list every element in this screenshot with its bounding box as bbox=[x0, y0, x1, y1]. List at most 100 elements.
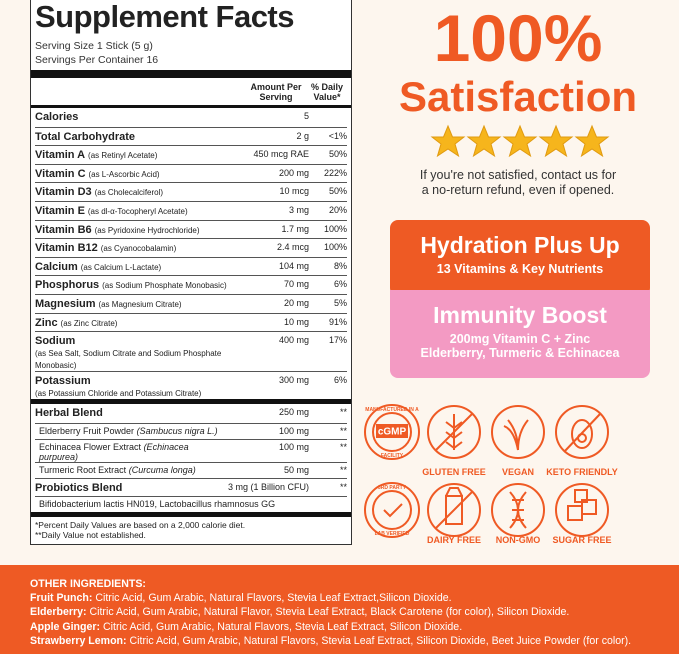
ingredient-text: Citric Acid, Gum Arabic, Natural Flavors… bbox=[103, 620, 463, 633]
nutrient-amount: 3 mg bbox=[288, 204, 309, 215]
rule bbox=[31, 399, 351, 405]
badge-label: DAIRY FREE bbox=[427, 535, 481, 545]
nutrient-name-cell: Vitamin B12 (as Cyanocobalamin) bbox=[35, 242, 229, 254]
nutrient-name: Vitamin A bbox=[35, 149, 86, 162]
ingredient-text: Citric Acid, Gum Arabic, Natural Flavor,… bbox=[89, 606, 570, 619]
nutrient-name-cell: Calcium (as Calcium L-Lactate) bbox=[35, 261, 229, 273]
blend-name: Probiotics Blend bbox=[35, 481, 123, 494]
nutrient-row: Sodium (as Sea Salt, Sodium Citrate and S… bbox=[35, 331, 347, 371]
blend-rows: Herbal Blend 250 mg ** Elderberry Fruit Pow… bbox=[35, 404, 347, 512]
nutrient-dv: 91% bbox=[328, 316, 347, 327]
nutrient-dv: <1% bbox=[328, 130, 347, 141]
nutrient-name: Vitamin D3 bbox=[35, 186, 92, 199]
blend-item: Bifidobacterium lactis HN019, Lactobacil… bbox=[35, 496, 347, 512]
blend-item-latin: (Sambucus nigra L.) bbox=[136, 425, 218, 436]
guarantee-line: If you're not satisfied, contact us for bbox=[419, 168, 617, 182]
nutrient-row: Calcium (as Calcium L-Lactate) 104 mg 8% bbox=[35, 256, 347, 276]
nutrient-amount: 70 mg bbox=[283, 279, 309, 290]
nutrient-amount: 1.7 mg bbox=[281, 223, 309, 234]
blend-item-name: Turmeric Root Extract bbox=[39, 464, 127, 475]
nutrient-detail: (as Retinyl Acetate) bbox=[88, 151, 158, 161]
blend-item: Turmeric Root Extract (Curcuma longa) 50 … bbox=[35, 461, 347, 478]
nutrient-amount: 200 mg bbox=[278, 167, 309, 178]
nutrient-dv: 20% bbox=[328, 204, 347, 215]
nutrient-dv: 8% bbox=[333, 260, 347, 271]
rule bbox=[31, 512, 351, 518]
blend-item-amount: 50 mg bbox=[283, 464, 309, 475]
nutrient-detail: (as Potassium Chloride and Potassium Cit… bbox=[35, 389, 202, 399]
nutrient-name: Magnesium bbox=[35, 297, 96, 310]
nutrient-dv: 50% bbox=[328, 149, 347, 160]
immunity-line: 200mg Vitamin C + Zinc bbox=[449, 332, 591, 346]
blend-item-cell: Elderberry Fruit Powder (Sambucus nigra … bbox=[39, 426, 229, 436]
nutrient-amount: 10 mg bbox=[283, 316, 309, 327]
nutrient-name: Zinc bbox=[35, 316, 58, 329]
nutrient-detail: (as Cyanocobalamin) bbox=[100, 244, 177, 254]
nutrient-detail: (as dl-α-Tocopheryl Acetate) bbox=[87, 206, 188, 216]
nutrient-name: Vitamin C bbox=[35, 167, 86, 180]
footnote: *Percent Daily Values are based on a 2,0… bbox=[35, 520, 246, 531]
nutrient-row: Total Carbohydrate 2 g <1% bbox=[35, 126, 347, 146]
nutrient-dv: 6% bbox=[333, 375, 347, 386]
supplement-facts: Supplement Facts Serving Size 1 Stick (5… bbox=[30, 0, 352, 545]
blend-item-dv: ** bbox=[339, 464, 347, 475]
stars bbox=[430, 124, 610, 158]
nutrient-dv: 5% bbox=[333, 297, 347, 308]
nutrient-row: Vitamin C (as L-Ascorbic Acid) 200 mg 222% bbox=[35, 163, 347, 183]
nutrient-name-cell: Magnesium (as Magnesium Citrate) bbox=[35, 298, 229, 310]
blend-item-cell: Echinacea Flower Extract (Echinacea purp… bbox=[39, 442, 229, 462]
nutrient-name: Potassium bbox=[35, 375, 91, 388]
blend-item-amount: 100 mg bbox=[278, 425, 309, 436]
nutrient-name: Calories bbox=[35, 111, 79, 123]
nutrient-row: Magnesium (as Magnesium Citrate) 20 mg 5% bbox=[35, 293, 347, 313]
cgmp-top: MANUFACTURED IN A bbox=[365, 407, 419, 413]
lab-top: 3RD PARTY bbox=[378, 485, 407, 491]
guarantee: If you're not satisfied, contact us for … bbox=[380, 168, 656, 198]
ingredient-text: Citric Acid, Gum Arabic, Natural Flavors… bbox=[95, 592, 452, 605]
nutrient-amount: 104 mg bbox=[278, 260, 309, 271]
lab-bottom: LAB VERIFIED bbox=[375, 531, 410, 537]
nutrient-name-cell: Phosphorus (as Sodium Phosphate Monobasi… bbox=[35, 279, 229, 291]
serving-size: Serving Size 1 Stick (5 g) bbox=[35, 40, 153, 52]
nutrient-amount: 10 mcg bbox=[279, 186, 309, 197]
nutrient-row: Vitamin B12 (as Cyanocobalamin) 2.4 mcg 10… bbox=[35, 238, 347, 257]
blend-item-dv: ** bbox=[339, 441, 347, 452]
nutrient-name: Vitamin E bbox=[35, 204, 85, 217]
ingredient-line: Apple Ginger: Citric Acid, Gum Arabic, N… bbox=[30, 620, 679, 634]
nutrient-name: Vitamin B12 bbox=[35, 242, 98, 255]
blend-name-cell: Herbal Blend bbox=[35, 407, 199, 419]
blend-name-cell: Probiotics Blend bbox=[35, 482, 199, 494]
nutrient-dv: 222% bbox=[323, 167, 347, 178]
nutrient-amount: 450 mcg RAE bbox=[253, 149, 309, 160]
facts-header: Amount Per Serving % Daily Value* bbox=[35, 78, 347, 105]
blend-item: Elderberry Fruit Powder (Sambucus nigra … bbox=[35, 422, 347, 439]
ingredient-line: Elderberry: Citric Acid, Gum Arabic, Nat… bbox=[30, 605, 679, 619]
nutrient-row: Vitamin B6 (as Pyridoxine Hydrochloride)… bbox=[35, 219, 347, 239]
nutrient-name-cell: Vitamin C (as L-Ascorbic Acid) bbox=[35, 168, 229, 180]
nutrient-detail: (as Sodium Phosphate Monobasic) bbox=[102, 281, 227, 291]
nutrient-name: Calcium bbox=[35, 260, 78, 273]
badge-label: GLUTEN FREE bbox=[422, 467, 486, 477]
nutrient-detail: (as Zinc Citrate) bbox=[60, 318, 118, 328]
nutrient-name: Phosphorus bbox=[35, 279, 100, 292]
nutrient-name-cell: Vitamin B6 (as Pyridoxine Hydrochloride) bbox=[35, 224, 229, 236]
nutrient-name-cell: Potassium (as Potassium Chloride and Pota… bbox=[35, 375, 229, 399]
blend-item-amount: 100 mg bbox=[278, 441, 309, 452]
ingredient-flavor: Fruit Punch: bbox=[30, 592, 93, 605]
nutrient-name-cell: Vitamin A (as Retinyl Acetate) bbox=[35, 149, 229, 161]
blend-row: Probiotics Blend 3 mg (1 Billion CFU) ** bbox=[35, 477, 347, 497]
nutrient-row: Phosphorus (as Sodium Phosphate Monobasi… bbox=[35, 275, 347, 294]
blend-amount: 250 mg bbox=[278, 407, 309, 418]
nutrient-rows: Calories 5 Total Carbohydrate 2 g <1% Vitamin… bbox=[35, 108, 347, 399]
header-dv: % Daily Value* bbox=[310, 82, 343, 102]
badge-label: NON-GMO bbox=[496, 535, 541, 545]
blend-item-latin: (Echinacea purpurea) bbox=[39, 441, 189, 462]
ingredient-text: Citric Acid, Gum Arabic, Natural Flavors… bbox=[129, 634, 632, 647]
badge-label: VEGAN bbox=[502, 467, 534, 477]
nutrient-detail: (as Calcium L-Lactate) bbox=[80, 262, 162, 272]
nutrient-name-cell: Vitamin E (as dl-α-Tocopheryl Acetate) bbox=[35, 205, 229, 217]
blend-item-cell: Turmeric Root Extract (Curcuma longa) bbox=[39, 465, 229, 475]
immunity-box: Immunity Boost 200mg Vitamin C + Zinc El… bbox=[390, 290, 650, 378]
nutrient-name: Sodium bbox=[35, 335, 76, 348]
nutrient-name-cell: Vitamin D3 (as Cholecalciferol) bbox=[35, 186, 229, 198]
